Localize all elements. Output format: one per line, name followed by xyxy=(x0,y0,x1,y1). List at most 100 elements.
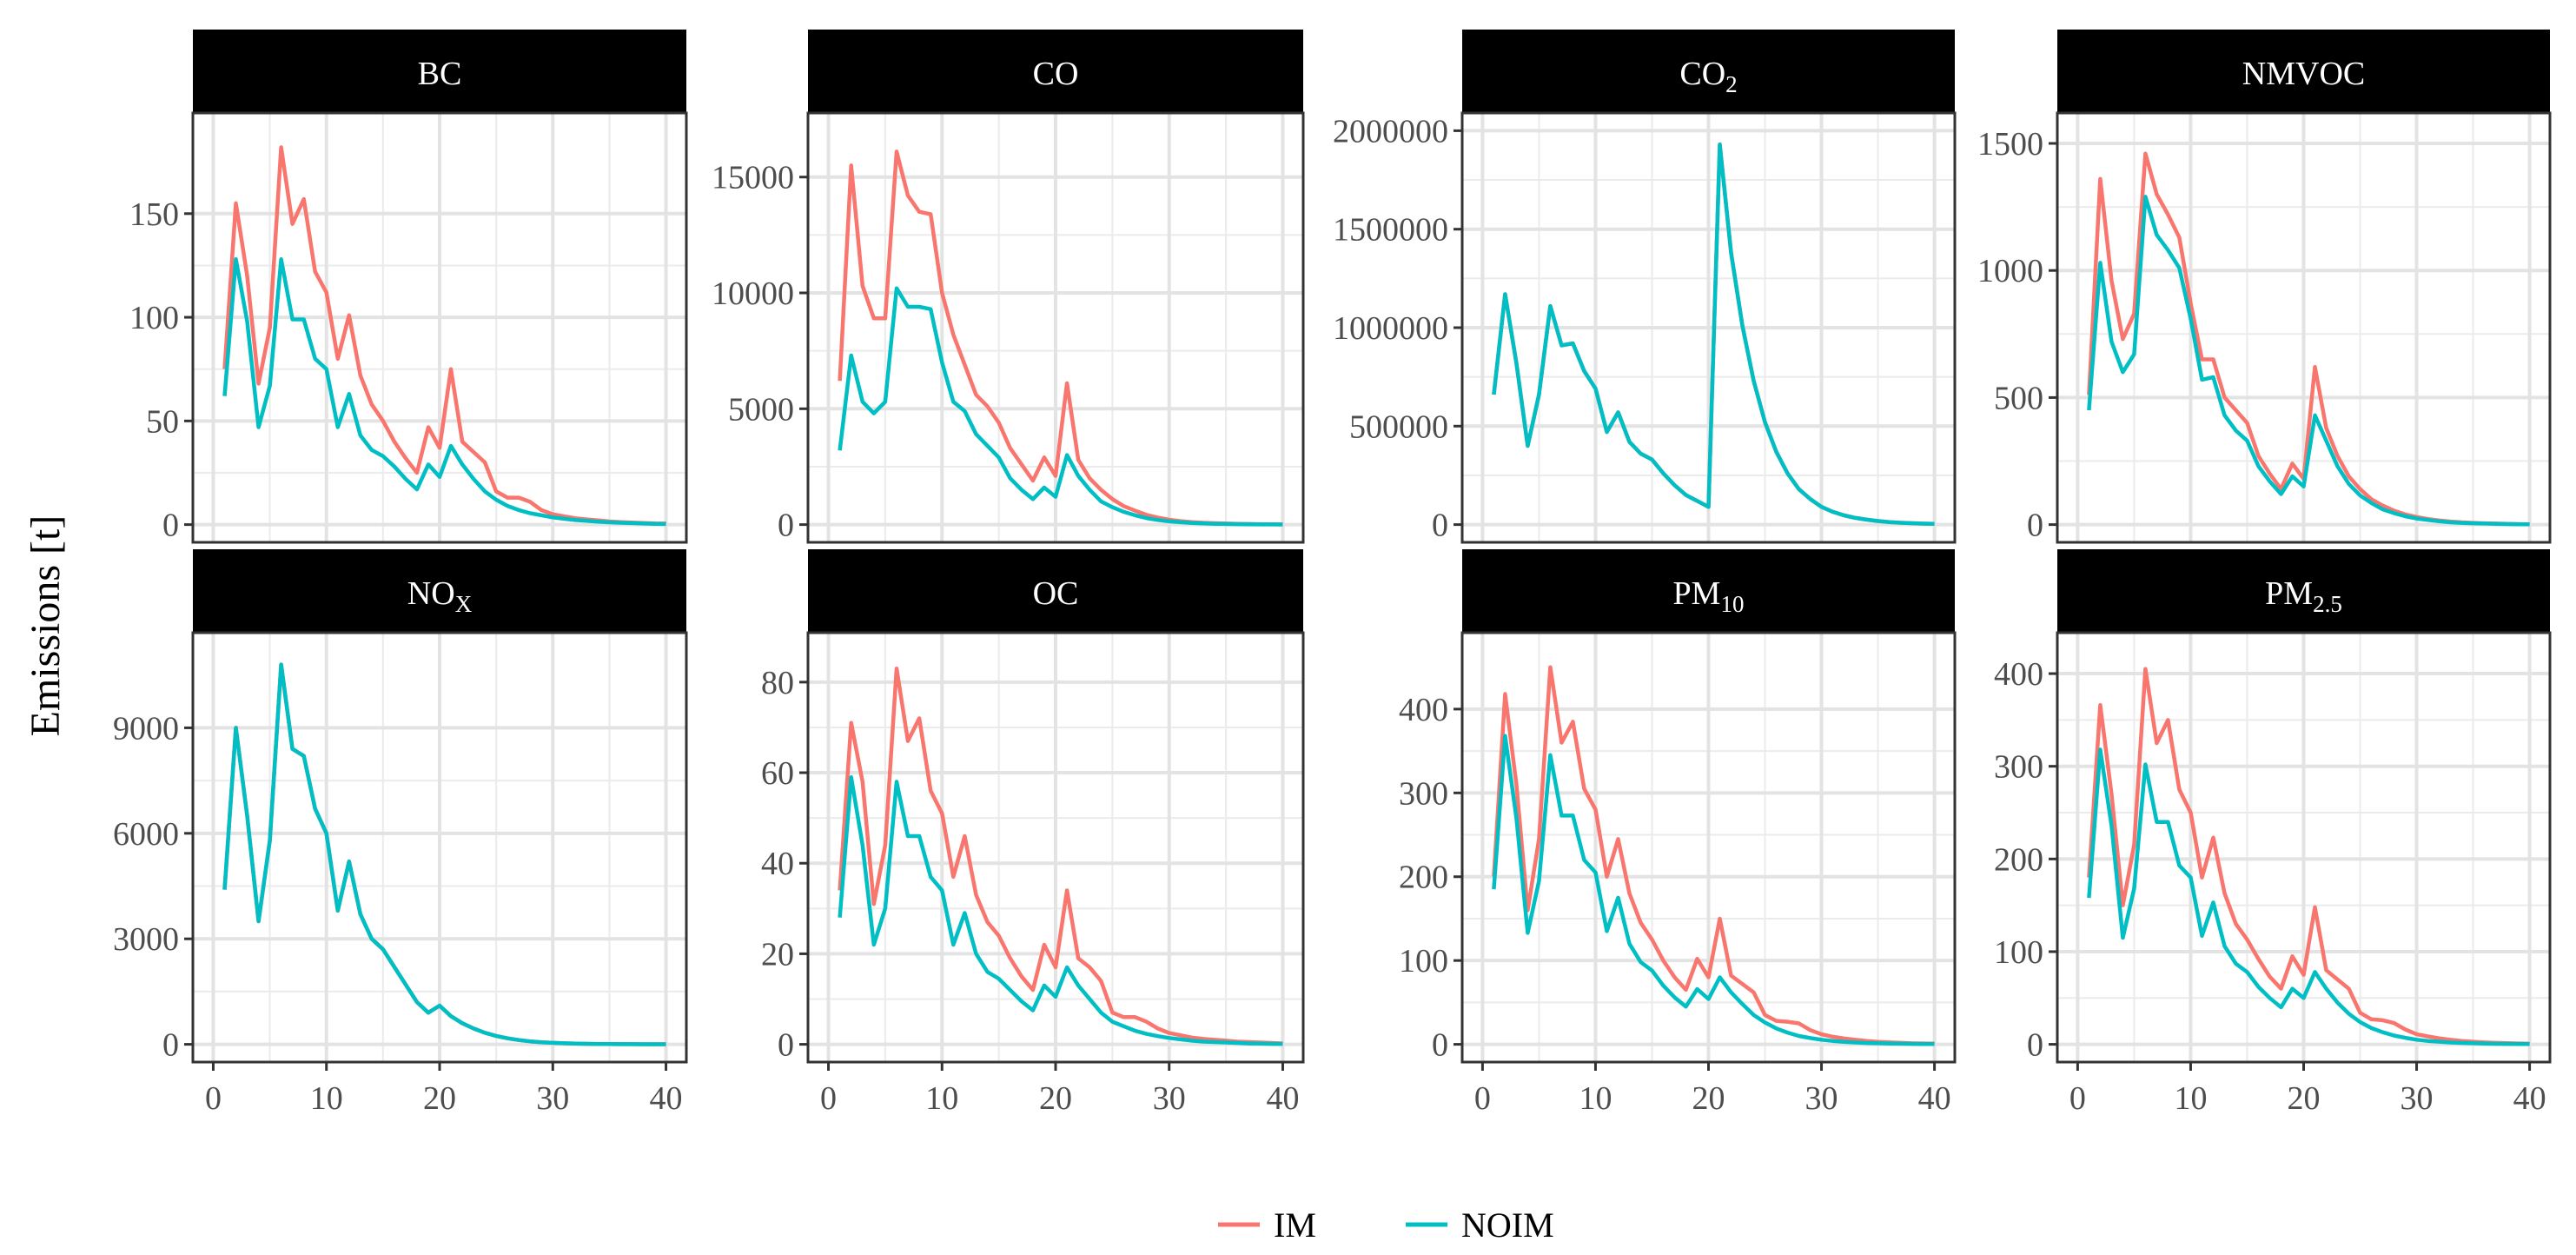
series-line-noim xyxy=(2087,747,2530,1046)
y-tick-label: 100 xyxy=(1994,934,2043,971)
y-tick-label: 200 xyxy=(1994,841,2043,878)
series-line-noim xyxy=(1492,734,1935,1046)
y-tick-label: 400 xyxy=(1399,692,1448,728)
x-tick-label: 10 xyxy=(2174,1080,2207,1117)
y-tick-label: 1000000 xyxy=(1333,310,1448,347)
legend-label-noim: NOIM xyxy=(1461,1205,1554,1245)
x-tick-label: 30 xyxy=(2401,1080,2434,1117)
y-tick-label: 100 xyxy=(129,300,179,336)
y-tick-label: 0 xyxy=(1432,508,1448,544)
series-line-noim xyxy=(838,775,1283,1046)
facet-strip xyxy=(2057,549,2550,633)
panel-border xyxy=(2056,111,2552,544)
x-tick-label: 0 xyxy=(820,1080,837,1117)
x-tick-label: 20 xyxy=(1039,1080,1072,1117)
y-tick-label: 0 xyxy=(2027,508,2043,544)
panel-border xyxy=(806,111,1305,544)
y-tick-label: 15000 xyxy=(712,160,794,196)
x-tick-label: 40 xyxy=(1918,1080,1951,1117)
y-tick-label: 0 xyxy=(162,1027,179,1064)
x-tick-label: 20 xyxy=(1692,1080,1725,1117)
facet-panel: BC 0 50 100 150 xyxy=(129,30,688,544)
legend: IM NOIM xyxy=(1218,1205,1554,1245)
x-tick-label: 40 xyxy=(650,1080,683,1117)
x-tick-label: 30 xyxy=(536,1080,569,1117)
y-tick-label: 0 xyxy=(2027,1027,2043,1064)
facet-strip xyxy=(808,549,1303,633)
x-tick-label: 10 xyxy=(1579,1080,1612,1117)
legend-label-im: IM xyxy=(1274,1205,1316,1245)
facet-strip xyxy=(808,30,1303,113)
x-tick-label: 10 xyxy=(310,1080,343,1117)
y-tick-label: 150 xyxy=(129,196,179,233)
facet-strip xyxy=(193,549,686,633)
series-line-im xyxy=(838,666,1283,1046)
facet-panel: CO 0 5000 10000 15000 xyxy=(712,30,1305,544)
facet-panel: OC 0 20 40 60 80 0 10 20 30 40 xyxy=(761,549,1305,1117)
x-tick-label: 20 xyxy=(2288,1080,2321,1117)
y-tick-label: 5000 xyxy=(728,391,794,428)
y-tick-label: 400 xyxy=(1994,656,2043,693)
y-tick-label: 40 xyxy=(761,846,794,882)
y-axis-title: Emissions [t] xyxy=(23,515,69,737)
series-line-im xyxy=(2087,667,2530,1046)
panel-border xyxy=(191,111,688,544)
facet-title-subscript: 2.5 xyxy=(2313,591,2342,617)
y-tick-label: 1500000 xyxy=(1333,212,1448,249)
y-tick-label: 1000 xyxy=(1977,253,2043,289)
y-tick-label: 80 xyxy=(761,665,794,701)
facet-strip xyxy=(2057,30,2550,113)
series-line-noim xyxy=(222,257,666,527)
y-tick-label: 6000 xyxy=(113,816,179,853)
y-tick-label: 0 xyxy=(778,508,794,544)
y-tick-label: 0 xyxy=(778,1027,794,1064)
x-tick-label: 40 xyxy=(2513,1080,2546,1117)
facet-strip xyxy=(1462,30,1955,113)
y-tick-label: 60 xyxy=(761,755,794,792)
series-line-noim xyxy=(2087,195,2530,527)
y-tick-label: 300 xyxy=(1994,749,2043,786)
series-line-noim xyxy=(838,286,1283,527)
y-tick-label: 2000000 xyxy=(1333,113,1448,149)
facet-title: OC xyxy=(1033,575,1079,612)
y-tick-label: 0 xyxy=(1432,1027,1448,1064)
y-tick-label: 300 xyxy=(1399,775,1448,812)
series-line-noim xyxy=(1492,143,1935,527)
x-tick-label: 40 xyxy=(1266,1080,1299,1117)
y-tick-label: 3000 xyxy=(113,921,179,958)
y-tick-label: 0 xyxy=(162,508,179,544)
facet-panel: NOX 0 3000 6000 9000 0 10 20 30 40 xyxy=(113,549,688,1117)
x-tick-label: 0 xyxy=(2069,1080,2086,1117)
facet-strip xyxy=(193,30,686,113)
facet-title-subscript: X xyxy=(455,591,473,617)
facet-title: BC xyxy=(418,56,462,92)
y-tick-label: 100 xyxy=(1399,943,1448,979)
x-tick-label: 20 xyxy=(423,1080,456,1117)
facet-panels: BC050100150CO050001000015000CO2050000010… xyxy=(113,30,2552,1117)
facet-title: NMVOC xyxy=(2242,56,2365,92)
y-tick-label: 1500 xyxy=(1977,126,2043,163)
y-tick-label: 9000 xyxy=(113,710,179,747)
y-tick-label: 10000 xyxy=(712,276,794,312)
y-tick-label: 200 xyxy=(1399,860,1448,896)
x-tick-label: 30 xyxy=(1153,1080,1186,1117)
x-tick-label: 0 xyxy=(1474,1080,1491,1117)
x-tick-label: 30 xyxy=(1805,1080,1838,1117)
facet-title: CO xyxy=(1033,56,1079,92)
series-line-im xyxy=(1492,665,1935,1046)
x-tick-label: 0 xyxy=(205,1080,222,1117)
facet-strip xyxy=(1462,549,1955,633)
y-tick-label: 50 xyxy=(146,403,179,440)
facet-title-subscript: 2 xyxy=(1725,71,1738,97)
y-tick-label: 500 xyxy=(1994,380,2043,416)
y-tick-label: 20 xyxy=(761,936,794,973)
series-line-noim xyxy=(222,662,666,1046)
facet-title-subscript: 10 xyxy=(1720,591,1744,617)
facet-panel: NMVOC 0 500 1000 1500 xyxy=(1977,30,2552,544)
y-tick-label: 500000 xyxy=(1349,408,1448,445)
x-tick-label: 10 xyxy=(925,1080,958,1117)
